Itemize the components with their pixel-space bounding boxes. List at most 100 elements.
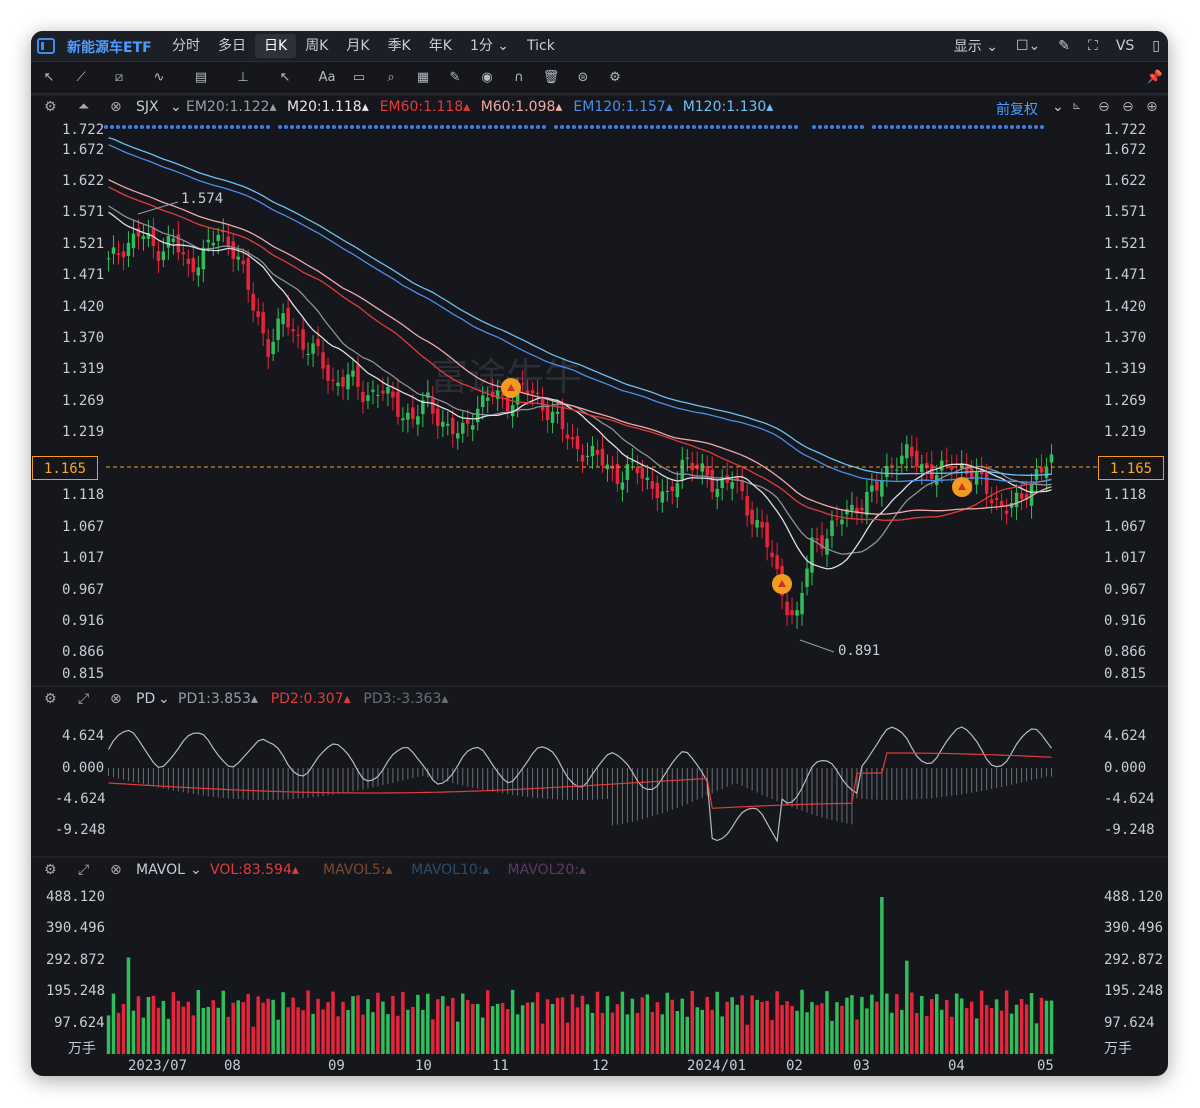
- marker-dot: [116, 125, 120, 129]
- axis-icon[interactable]: ⊾: [1072, 99, 1082, 112]
- candle-body: [570, 437, 575, 440]
- vol-indicator-name[interactable]: MAVOL: [136, 862, 185, 878]
- magnet-icon[interactable]: ∩: [514, 70, 524, 85]
- tab-2[interactable]: 日K: [255, 34, 297, 58]
- comment-icon[interactable]: ▭: [352, 70, 366, 85]
- tab-1[interactable]: 多日: [218, 38, 246, 54]
- sync-icon[interactable]: ⊜: [577, 70, 589, 85]
- chevron-down-icon[interactable]: ⌄: [170, 99, 182, 115]
- close-icon[interactable]: ⊗: [110, 691, 122, 707]
- volLegend-item-1[interactable]: MAVOL5:▴: [323, 862, 393, 878]
- eye-icon[interactable]: ◉: [481, 70, 493, 85]
- volume-bar: [675, 1010, 680, 1054]
- candle-body: [426, 392, 430, 398]
- pdLegend-item-2[interactable]: PD3:-3.363▴: [363, 691, 449, 707]
- fullscreen-icon[interactable]: ⛶: [1088, 38, 1098, 54]
- volume-bar: [710, 1009, 714, 1054]
- volume-bar: [515, 1014, 520, 1054]
- tab-6[interactable]: 年K: [428, 38, 452, 54]
- volume-bar: [266, 998, 270, 1054]
- volLegend-item-0[interactable]: VOL:83.594▴: [210, 862, 299, 878]
- wave-tool-icon[interactable]: ∿: [153, 70, 165, 85]
- text-tool-icon[interactable]: Aa: [318, 70, 336, 85]
- mainLegend-item-3[interactable]: M60:1.098▴: [480, 99, 563, 115]
- pdLegend-item-1[interactable]: PD2:0.307▴: [270, 691, 351, 707]
- marker-dot: [824, 125, 828, 129]
- tab-3[interactable]: 周K: [305, 38, 329, 54]
- candle-body: [1029, 482, 1034, 506]
- mainLegend-item-4[interactable]: EM120:1.157▴: [573, 99, 673, 115]
- measure-tool-icon[interactable]: ⊥: [237, 70, 249, 85]
- volume-bar: [959, 998, 964, 1054]
- adjust-dropdown[interactable]: 前复权: [996, 102, 1038, 118]
- pin-icon[interactable]: 📌: [1146, 70, 1164, 85]
- expand-icon[interactable]: ⤢: [78, 862, 90, 878]
- tab-8[interactable]: Tick: [527, 38, 555, 54]
- collapse-icon[interactable]: ⏶: [78, 99, 90, 115]
- volLegend-item-2[interactable]: MAVOL10:▴: [411, 862, 490, 878]
- expand-icon[interactable]: ⤢: [78, 691, 90, 707]
- candle-body: [720, 479, 724, 488]
- cursor-icon[interactable]: ↖: [43, 70, 55, 85]
- volume-bar: [196, 990, 201, 1054]
- chevron-down-icon[interactable]: ⌄: [158, 691, 170, 707]
- pd-indicator-name[interactable]: PD: [136, 691, 156, 707]
- settings-icon[interactable]: ⚙: [44, 862, 57, 878]
- zoom-in-icon[interactable]: ⊕: [1146, 99, 1158, 115]
- volume-bar: [770, 1020, 774, 1054]
- mainLegend-item-2[interactable]: EM60:1.118▴: [379, 99, 471, 115]
- channel-tool-icon[interactable]: ⧄: [114, 70, 124, 85]
- fib-tool-icon[interactable]: ▤: [194, 70, 208, 85]
- tab-7[interactable]: 1分 ⌄: [469, 38, 510, 54]
- volume-bar: [760, 1001, 764, 1054]
- mainLegend-item-1[interactable]: M20:1.118▴: [287, 99, 369, 115]
- chart-tool-icon[interactable]: ▦: [416, 70, 430, 85]
- close-icon[interactable]: ⊗: [110, 99, 122, 115]
- volume-bar: [735, 1004, 739, 1054]
- panel-toggle-icon[interactable]: ▯: [1152, 38, 1160, 54]
- tab-4[interactable]: 月K: [346, 38, 370, 54]
- settings-icon[interactable]: ⚙: [44, 691, 57, 707]
- marker-dot: [668, 125, 672, 129]
- mainLegend-item-5[interactable]: M120:1.130▴: [682, 99, 774, 115]
- volume-bar: [361, 1014, 365, 1054]
- chevron-down-icon[interactable]: ⌄: [1052, 99, 1064, 115]
- marker-dot: [608, 125, 612, 129]
- chevron-down-icon[interactable]: ⌄: [190, 862, 202, 878]
- checkbox-dropdown[interactable]: ☐⌄: [1015, 38, 1041, 54]
- volume-bar: [855, 1019, 859, 1054]
- mainLegend-item-0[interactable]: EM20:1.122▴: [186, 99, 277, 115]
- pdLegend-item-0[interactable]: PD1:3.853▴: [178, 691, 258, 707]
- volume-bar: [655, 1002, 660, 1054]
- pd-tick-left: 0.000: [62, 760, 105, 776]
- line-tool-icon[interactable]: ⟋: [76, 70, 86, 85]
- zoom-out-icon[interactable]: ⊖: [1098, 99, 1110, 115]
- marker-dot: [410, 125, 414, 129]
- volume-bar: [820, 1003, 824, 1054]
- trash-icon[interactable]: 🗑: [542, 70, 560, 85]
- brush-icon[interactable]: ✎: [1058, 38, 1070, 54]
- minus-icon[interactable]: ⊖: [1122, 99, 1134, 115]
- close-icon[interactable]: ⊗: [110, 862, 122, 878]
- settings-icon[interactable]: ⚙: [44, 99, 57, 115]
- candle-body: [715, 488, 719, 497]
- price-tick-right: 1.370: [1104, 330, 1147, 346]
- marker-dot: [440, 125, 444, 129]
- settings-icon[interactable]: ⚙: [609, 70, 621, 85]
- volume-bar: [236, 1000, 240, 1054]
- vs-button[interactable]: VS: [1115, 38, 1135, 54]
- pencil-icon[interactable]: ✎: [449, 70, 461, 85]
- tab-0[interactable]: 分时: [172, 38, 200, 54]
- price-tick-right: 1.420: [1104, 299, 1147, 315]
- display-dropdown[interactable]: 显示 ⌄: [953, 39, 998, 55]
- indicator-name[interactable]: SJX: [136, 99, 159, 115]
- volLegend-item-3[interactable]: MAVOL20:▴: [507, 862, 586, 878]
- volume-bar: [625, 1014, 630, 1054]
- arrow-tool-icon[interactable]: ↖: [279, 70, 291, 85]
- search-icon[interactable]: ⌕: [387, 70, 395, 85]
- volume-bar: [201, 1007, 206, 1054]
- sidebar-toggle-icon[interactable]: [37, 38, 55, 54]
- candle-body: [490, 392, 495, 397]
- tab-5[interactable]: 季K: [387, 38, 411, 54]
